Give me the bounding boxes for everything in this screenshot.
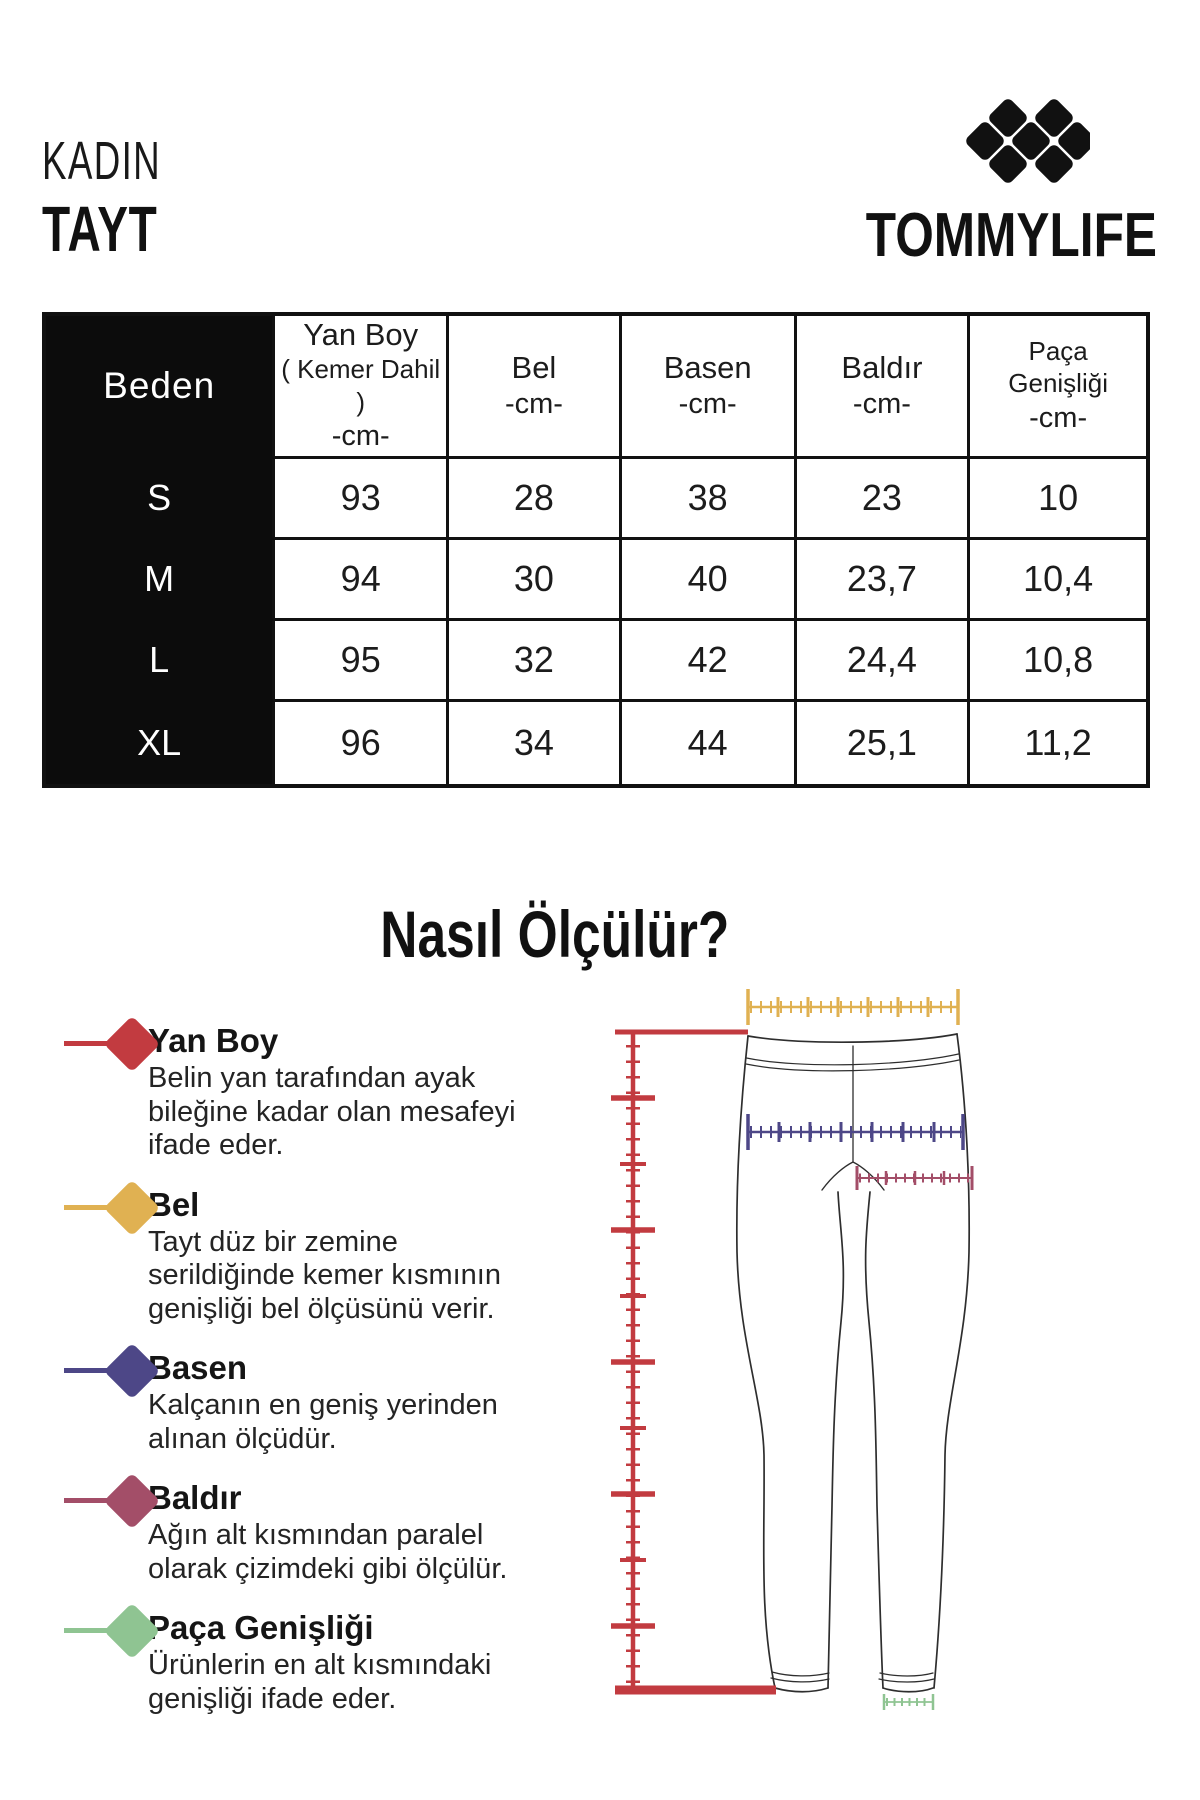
bel-diamond-icon bbox=[64, 1179, 161, 1236]
baldir-diamond-icon bbox=[64, 1472, 161, 1530]
table-header-basen: Basen -cm- bbox=[621, 316, 797, 459]
table-cell: 25,1 bbox=[797, 702, 971, 784]
table-cell: 23,7 bbox=[796, 539, 971, 621]
table-cell: 94 bbox=[275, 539, 450, 621]
table-cell: 44 bbox=[622, 702, 797, 784]
legend-name: Basen bbox=[148, 1349, 248, 1386]
yan-boy-ruler bbox=[611, 1029, 776, 1695]
legend-name: Bel bbox=[148, 1185, 200, 1223]
legend-description: Ağın alt kısmından paralel olarak çizimd… bbox=[148, 1519, 508, 1585]
yan-boy-diamond-icon bbox=[64, 1015, 161, 1073]
table-cell: 95 bbox=[275, 621, 450, 703]
table-cell: 34 bbox=[449, 702, 622, 784]
table-header-yan-boy: Yan Boy ( Kemer Dahil ) -cm- bbox=[275, 316, 450, 459]
table-row-size-s: S bbox=[46, 458, 276, 540]
legend-item-bel: Bel Tayt düz bir zemine serildiğinde kem… bbox=[64, 1179, 534, 1327]
table-row-size-m: M bbox=[46, 539, 276, 621]
table-cell: 10,4 bbox=[970, 540, 1146, 621]
table-cell: 32 bbox=[449, 621, 622, 703]
table-cell: 10 bbox=[970, 459, 1146, 540]
leggings-outline bbox=[735, 1033, 971, 1693]
bel-ruler bbox=[746, 989, 960, 1025]
legend-description: Kalçanın en geniş yerinden alınan ölçüdü… bbox=[148, 1389, 498, 1455]
brand-wordmark: TOMMYLIFE bbox=[865, 201, 1157, 270]
table-cell: 42 bbox=[621, 621, 797, 703]
table-cell: 38 bbox=[621, 458, 797, 540]
table-cell: 28 bbox=[449, 458, 622, 540]
table-cell: 96 bbox=[275, 702, 450, 784]
baldir-ruler bbox=[855, 1166, 974, 1190]
table-cell: 11,2 bbox=[1024, 722, 1092, 764]
table-header-beden: Beden bbox=[46, 316, 276, 459]
legend-name: Yan Boy bbox=[148, 1022, 279, 1059]
legend-item-paca-genisligi: Paça Genişliği Ürünlerin en alt kısmında… bbox=[64, 1602, 534, 1716]
table-header-bel: Bel -cm- bbox=[449, 316, 622, 459]
legend-description: Ürünlerin en alt kısmındaki genişliği if… bbox=[148, 1649, 492, 1715]
legend-name: Paça Genişliği bbox=[148, 1609, 374, 1646]
table-row-size-l: L bbox=[46, 621, 276, 703]
legend-description: Belin yan tarafından ayak bileğine kadar… bbox=[148, 1062, 516, 1161]
product-title: TAYT bbox=[42, 193, 158, 265]
table-cell: 10,8 bbox=[970, 621, 1146, 703]
legend-item-basen: Basen Kalçanın en geniş yerinden alınan … bbox=[64, 1342, 534, 1456]
table-cell: 24,4 bbox=[796, 621, 971, 703]
legend-name: Baldır bbox=[148, 1479, 242, 1516]
measurement-legend: Yan Boy Belin yan tarafından ayak bileği… bbox=[64, 1015, 534, 1737]
leggings-measurement-diagram bbox=[611, 989, 974, 1710]
table-cell: 93 bbox=[275, 458, 450, 540]
brand-logo-diamonds-icon bbox=[966, 99, 1090, 183]
table-cell: 30 bbox=[449, 539, 622, 621]
basen-diamond-icon bbox=[64, 1342, 161, 1400]
legend-item-yan-boy: Yan Boy Belin yan tarafından ayak bileği… bbox=[64, 1015, 534, 1163]
table-row-size-xl: XL bbox=[46, 702, 276, 784]
category-title: KADIN bbox=[42, 131, 162, 191]
table-cell: 40 bbox=[621, 539, 797, 621]
table-header-baldir: Baldır -cm- bbox=[796, 316, 971, 459]
legend-description: Tayt düz bir zemine serildiğinde kemer k… bbox=[148, 1225, 501, 1325]
table-cell: 23 bbox=[796, 458, 971, 540]
size-table: Beden Yan Boy ( Kemer Dahil ) -cm- Bel -… bbox=[42, 312, 1150, 788]
how-to-measure-title: Nasıl Ölçülür? bbox=[380, 897, 730, 971]
paca-genisligi-diamond-icon bbox=[64, 1602, 161, 1660]
legend-item-baldir: Baldır Ağın alt kısmından paralel olarak… bbox=[64, 1472, 534, 1586]
paca-genisligi-ruler bbox=[882, 1694, 935, 1710]
basen-ruler bbox=[746, 1114, 965, 1150]
table-header-paca: Paça Genişliği -cm- bbox=[970, 316, 1146, 459]
